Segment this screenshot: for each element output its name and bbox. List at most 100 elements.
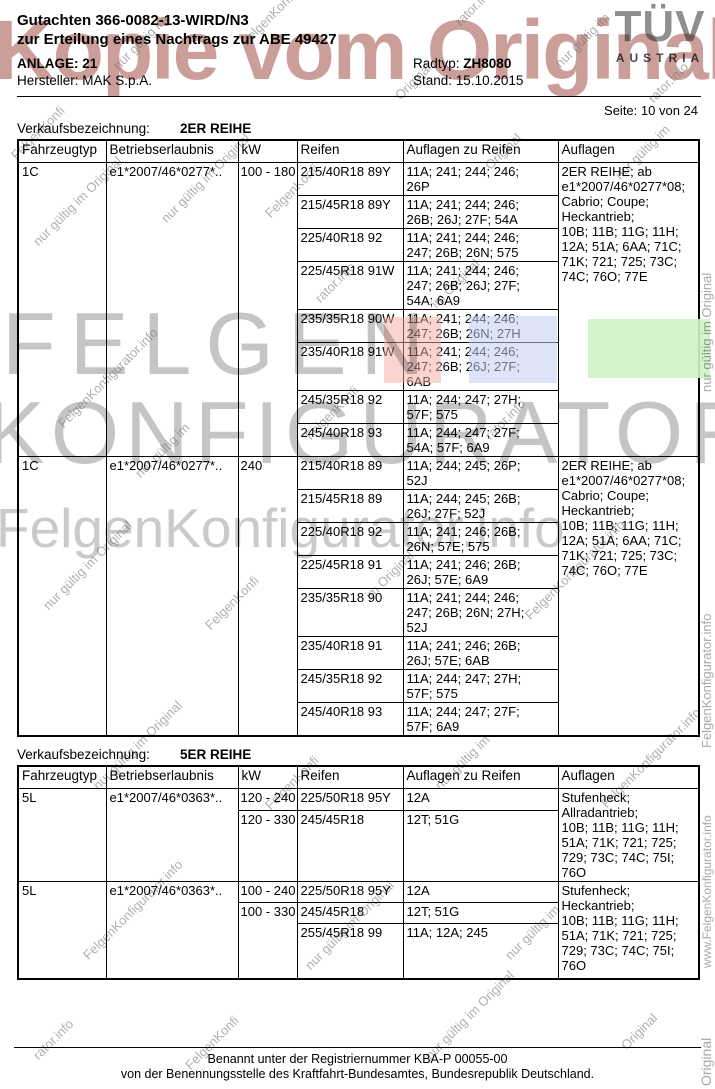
hersteller-line: Hersteller: MAK S.p.A. <box>17 73 153 88</box>
watermark-text-vertical: nur gültig im Original <box>699 272 714 392</box>
cell-kw: 120 - 240 <box>237 788 298 811</box>
auflagen-head: 2ER REIHE; ab e1*2007/46*0277*08; Cabrio… <box>561 458 686 518</box>
auflagen-codes: 10B; 11B; 11G; 11H; 51A; 71K; 721; 725; … <box>561 913 679 973</box>
caption-value: 5ER REIHE <box>180 747 252 762</box>
col-header-auflagen: Auflagen <box>557 139 700 163</box>
col-header-reifen: Reifen <box>296 765 404 789</box>
table-row: 215/45R18 89Y 11A; 241; 244; 246; 26B; 26… <box>18 195 699 229</box>
cell-kw: 100 - 330 <box>237 902 298 979</box>
watermark-text-vertical: FelgenKonfigurator.info <box>699 613 714 748</box>
cell-auflagen-zu-reifen: 11A; 244; 247; 27H; 57F; 575 <box>402 390 559 424</box>
table-row: 5L e1*2007/46*0363*.. 120 - 240 225/50R1… <box>17 788 700 882</box>
col-header-betriebserlaubnis: Betriebserlaubnis <box>105 139 239 163</box>
doc-subtitle: zur Erteilung eines Nachtrags zur ABE 49… <box>17 31 337 48</box>
table-row: 225/45R18 91 11A; 241; 246; 26B; 26J; 57E… <box>18 555 699 589</box>
cell-reifen: 245/35R18 92 <box>296 669 404 703</box>
radtyp-line: Radtyp: ZH8080 <box>413 56 511 72</box>
cell-reifen: 225/45R18 91 <box>296 555 404 589</box>
cell-kw: 120 - 330 <box>237 809 298 883</box>
cell-fahrzeugtyp: 1C <box>17 162 107 457</box>
cell-auflagen-zu-reifen: 12T; 51G <box>402 902 559 924</box>
cell-auflagen-zu-reifen: 11A; 241; 244; 246; 247; 26B; 26N; 575 <box>402 228 559 262</box>
watermark-text: nur gültig im Original <box>422 967 517 1063</box>
cell-reifen: 225/45R18 91W <box>296 261 404 310</box>
anlage-line: ANLAGE: 21 <box>17 56 98 71</box>
watermark-text-vertical: www.FelgenKonfigurator.info <box>700 815 714 968</box>
cell-auflagen-zu-reifen: 11A; 244; 247; 27F; 54A; 57F; 6A9 <box>402 423 559 457</box>
cell-auflagen-zu-reifen: 11A; 241; 246; 26B; 26J; 57E; 6AB <box>402 636 559 670</box>
cell-reifen: 215/45R18 89Y <box>296 195 404 229</box>
cell-betriebserlaubnis: e1*2007/46*0277*.. <box>105 162 239 457</box>
cell-auflagen: Stufenheck; Heckantrieb; 10B; 11B; 11G; … <box>557 881 700 979</box>
cell-reifen: 225/50R18 95Y <box>296 788 404 811</box>
table-row: 245/35R18 92 11A; 244; 247; 27H; 57F; 575 <box>18 390 699 424</box>
table-row: 225/45R18 91W 11A; 241; 244; 246; 247; 26… <box>18 261 699 310</box>
cell-reifen: 225/50R18 95Y <box>296 881 404 903</box>
cell-reifen: 235/35R18 90 <box>296 588 404 637</box>
cell-auflagen-zu-reifen: 11A; 244; 247; 27F; 57F; 6A9 <box>402 702 559 737</box>
cell-auflagen-zu-reifen: 11A; 12A; 245 <box>402 923 559 979</box>
table-header-row: Fahrzeugtyp Betriebserlaubnis kW Reifen … <box>17 765 700 789</box>
auflagen-codes: 10B; 11B; 11G; 11H; 51A; 71K; 721; 725; … <box>561 820 679 880</box>
header-divider <box>17 96 701 97</box>
cell-fahrzeugtyp: 5L <box>17 881 107 979</box>
cell-betriebserlaubnis: e1*2007/46*0277*.. <box>105 456 239 737</box>
cell-auflagen: 2ER REIHE; ab e1*2007/46*0277*08; Cabrio… <box>557 456 700 737</box>
cell-auflagen-zu-reifen: 11A; 241; 244; 246; 247; 26B; 26N; 27H; … <box>402 588 559 637</box>
doc-title: Gutachten 366-0082-13-WIRD/N3 <box>17 12 249 29</box>
cell-fahrzeugtyp: 1C <box>17 456 107 737</box>
col-header-auflagen: Auflagen <box>557 765 700 789</box>
cell-auflagen-zu-reifen: 11A; 241; 244; 246; 247; 26B; 26J; 27F; … <box>402 261 559 310</box>
cell-reifen: 245/35R18 92 <box>296 390 404 424</box>
table-row: 225/40R18 92 11A; 241; 244; 246; 247; 26B… <box>18 228 699 262</box>
cell-reifen: 245/45R18 <box>296 809 404 883</box>
cell-auflagen-zu-reifen: 11A; 241; 246; 26B; 26N; 57E; 575 <box>402 522 559 556</box>
auflagen-codes: 10B; 11B; 11G; 11H; 12A; 51A; 6AA; 71C; … <box>561 518 682 578</box>
caption-label: Verkaufsbezeichnung: <box>17 121 150 136</box>
col-header-betriebserlaubnis: Betriebserlaubnis <box>105 765 239 789</box>
cell-auflagen-zu-reifen: 11A; 244; 245; 26B; 26J; 27F; 52J <box>402 489 559 523</box>
table-row: 245/40R18 93 11A; 244; 247; 27F; 54A; 57F… <box>18 423 699 457</box>
cell-reifen: 245/45R18 <box>296 902 404 924</box>
table-row: 245/40R18 93 11A; 244; 247; 27F; 57F; 6A9 <box>18 702 699 737</box>
watermark-text: rator.info <box>645 59 692 106</box>
radtyp-label: Radtyp: <box>413 56 460 71</box>
table-5er-reihe: Fahrzeugtyp Betriebserlaubnis kW Reifen … <box>17 765 700 980</box>
table-row: 1C e1*2007/46*0277*.. 100 - 180 215/40R1… <box>17 162 700 457</box>
col-header-auflagen-zu-reifen: Auflagen zu Reifen <box>402 139 559 163</box>
footer-line2: von der Benennungsstelle des Kraftfahrt-… <box>120 1067 595 1081</box>
footer-line1: Benannt unter der Registriernummer KBA-P… <box>207 1052 508 1066</box>
table-row: 235/40R18 91 11A; 241; 246; 26B; 26J; 57E… <box>18 636 699 670</box>
cell-auflagen-zu-reifen: 11A; 241; 246; 26B; 26J; 57E; 6A9 <box>402 555 559 589</box>
table-row: 255/45R18 99 11A; 12A; 245 <box>18 923 699 979</box>
stand-line: Stand: 15.10.2015 <box>413 73 523 89</box>
page-indicator: Seite: 10 von 24 <box>604 103 698 118</box>
cell-auflagen-zu-reifen: 12A <box>402 881 559 903</box>
cell-reifen: 235/40R18 91 <box>296 636 404 670</box>
auflagen-codes: 10B; 11B; 11G; 11H; 12A; 51A; 6AA; 71C; … <box>561 224 682 284</box>
cell-fahrzeugtyp: 5L <box>17 788 107 882</box>
tuv-austria-logo: TÜV AUSTRIA <box>610 4 710 66</box>
cell-betriebserlaubnis: e1*2007/46*0363*.. <box>105 788 239 882</box>
col-header-fahrzeugtyp: Fahrzeugtyp <box>17 765 107 789</box>
cell-betriebserlaubnis: e1*2007/46*0363*.. <box>105 881 239 979</box>
cell-auflagen-zu-reifen: 11A; 241; 244; 246; 247; 26B; 26N; 27H <box>402 309 559 343</box>
col-header-reifen: Reifen <box>296 139 404 163</box>
cell-reifen: 225/40R18 92 <box>296 228 404 262</box>
tuv-austria-text: AUSTRIA <box>615 51 705 65</box>
table-row: 245/35R18 92 11A; 244; 247; 27H; 57F; 575 <box>18 669 699 703</box>
radtyp-value: ZH8080 <box>463 56 512 71</box>
cell-reifen: 225/40R18 92 <box>296 522 404 556</box>
table-row: 215/45R18 89 11A; 244; 245; 26B; 26J; 27F… <box>18 489 699 523</box>
cell-auflagen-zu-reifen: 11A; 241; 244; 246; 26B; 26J; 27F; 54A <box>402 195 559 229</box>
table-row: 5L e1*2007/46*0363*.. 100 - 240 225/50R1… <box>17 881 700 979</box>
watermark-text: rator.info <box>452 0 499 29</box>
cell-auflagen-zu-reifen: 11A; 241; 244; 246; 247; 26B; 26J; 27F; … <box>402 342 559 391</box>
cell-reifen: 245/40R18 93 <box>296 423 404 457</box>
auflagen-head: Stufenheck; Heckantrieb; <box>561 883 635 913</box>
cell-auflagen: Stufenheck; Allradantrieb; 10B; 11B; 11G… <box>557 788 700 882</box>
caption-value: 2ER REIHE <box>180 121 252 136</box>
cell-reifen: 235/40R18 91W <box>296 342 404 391</box>
cell-reifen: 215/40R18 89Y <box>296 162 404 196</box>
